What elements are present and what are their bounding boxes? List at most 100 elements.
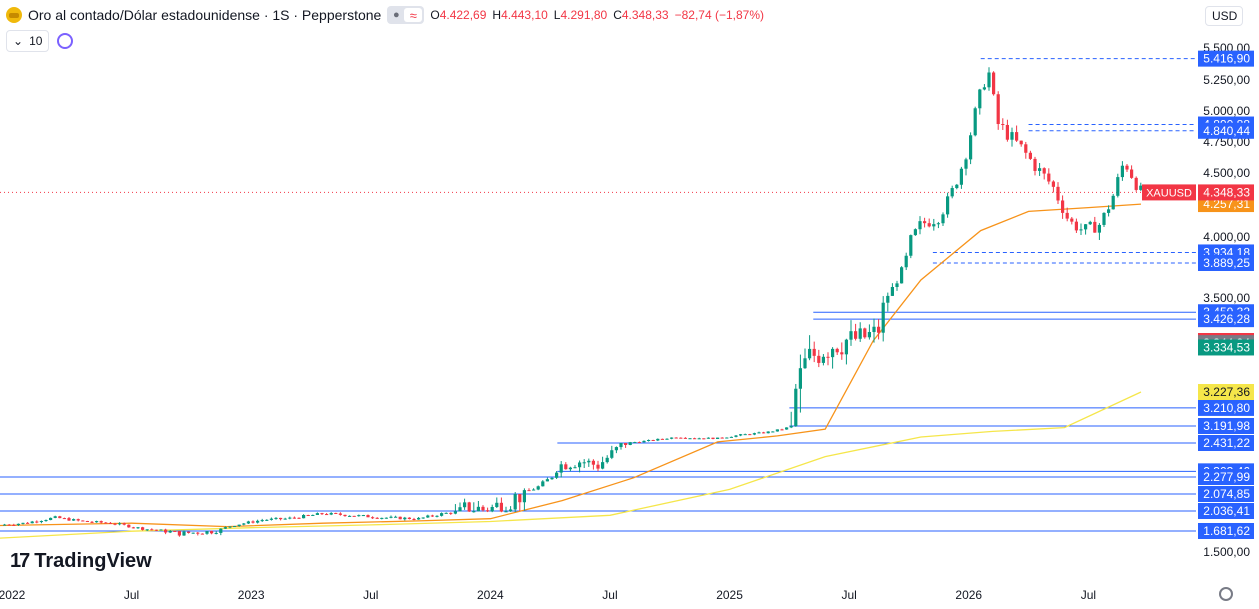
close-label: C [613, 8, 622, 22]
candle-body-9 [44, 520, 48, 522]
settings-icon[interactable] [1219, 587, 1233, 601]
candle-body-86 [398, 516, 402, 520]
candle-body-243 [1120, 165, 1124, 178]
candle-body-118 [545, 479, 549, 482]
level-price-label-9: 2.431,22 [1203, 436, 1250, 450]
candle-body-203 [936, 223, 940, 225]
candle-body-190 [877, 326, 881, 333]
candle-body-40 [187, 531, 191, 533]
candle-body-68 [315, 513, 319, 515]
candle-body-6 [30, 521, 34, 524]
candle-body-48 [223, 527, 227, 529]
candle-body-177 [817, 355, 821, 363]
indicator-row: ⌄ 10 [6, 30, 74, 52]
candle-body-208 [959, 168, 963, 185]
candle-body-19 [90, 521, 94, 523]
change-value: −82,74 (−1,87%) [674, 8, 764, 22]
price-label-3: 3.227,36 [1203, 385, 1250, 399]
level-price-label-11: 2.277,99 [1203, 470, 1250, 484]
level-price-label-14-bg [1198, 523, 1254, 539]
candle-body-71 [329, 512, 333, 515]
price-label-3-bg [1198, 384, 1254, 400]
candle-body-81 [375, 517, 379, 519]
candle-body-116 [536, 486, 540, 490]
candle-body-63 [292, 517, 296, 519]
candle-body-45 [210, 531, 214, 534]
candle-body-28 [131, 527, 135, 529]
currency-selector[interactable]: USD [1205, 6, 1243, 26]
candle-body-52 [242, 523, 246, 525]
gold-symbol-icon[interactable] [6, 7, 22, 23]
eye-icon[interactable]: ● [393, 9, 400, 21]
candle-body-157 [725, 437, 729, 439]
symbol-tag-bg [1142, 184, 1196, 201]
candle-body-44 [205, 531, 209, 534]
candle-body-4 [21, 522, 25, 524]
candle-body-170 [785, 427, 789, 430]
level-price-label-11-bg [1198, 469, 1254, 485]
high-value: 4.443,10 [501, 8, 548, 22]
level-price-label-12-bg [1198, 486, 1254, 502]
candle-body-230 [1061, 200, 1065, 213]
candle-body-114 [527, 490, 531, 492]
candle-body-32 [150, 529, 154, 531]
candle-body-123 [568, 467, 572, 470]
high-label: H [492, 8, 502, 22]
candle-body-133 [614, 447, 618, 451]
symbol-status-chip[interactable]: ● ≈ [387, 6, 425, 24]
indicator-toggle-button[interactable]: ⌄ 10 [6, 30, 50, 52]
candle-body-87 [403, 517, 407, 520]
sync-icon[interactable] [57, 33, 74, 49]
candle-body-79 [366, 515, 370, 518]
candle-body-36 [168, 530, 172, 533]
candle-body-100 [463, 502, 467, 508]
x-tick-label-6: 2025 [716, 588, 743, 602]
candle-body-30 [141, 527, 145, 530]
candle-body-162 [748, 434, 752, 436]
candle-body-90 [417, 517, 421, 520]
approx-icon[interactable]: ≈ [404, 8, 423, 23]
candle-body-137 [633, 442, 637, 444]
candle-body-200 [923, 221, 927, 224]
candle-body-49 [228, 526, 232, 528]
candle-body-149 [688, 438, 692, 440]
candle-body-2 [12, 524, 16, 526]
candle-body-235 [1084, 224, 1088, 230]
tradingview-mark-icon: 17 [10, 550, 30, 572]
candle-body-220 [1015, 132, 1019, 141]
candle-body-213 [982, 87, 986, 90]
candle-body-33 [154, 529, 158, 531]
tradingview-logo[interactable]: 17 TradingView [10, 550, 152, 573]
candle-body-234 [1079, 229, 1083, 231]
y-tick-label-1: 5.250,00 [1203, 73, 1250, 87]
candle-body-20 [95, 521, 99, 523]
candle-body-76 [352, 515, 356, 517]
candle-body-88 [407, 517, 411, 520]
candle-body-138 [637, 442, 641, 444]
candle-body-15 [72, 519, 76, 521]
candle-body-38 [177, 531, 181, 536]
level-price-label-13: 2.036,41 [1203, 504, 1250, 518]
candle-body-60 [279, 517, 283, 520]
candle-body-37 [173, 530, 177, 532]
candle-body-223 [1028, 152, 1032, 159]
candle-body-112 [518, 494, 522, 503]
candle-body-196 [904, 255, 908, 268]
candle-body-159 [734, 435, 738, 437]
level-price-label-14: 1.681,62 [1203, 524, 1250, 538]
candle-body-11 [53, 516, 57, 518]
candle-body-67 [311, 514, 315, 516]
level-price-label-0-bg [1198, 50, 1254, 67]
symbol-title[interactable]: Oro al contado/Dólar estadounidense · 1S… [28, 7, 382, 23]
candle-body-136 [628, 442, 632, 445]
candle-body-142 [656, 438, 660, 441]
y-tick-label-6: 3.500,00 [1203, 291, 1250, 305]
candle-body-199 [918, 221, 922, 230]
candle-body-148 [683, 437, 687, 439]
candle-body-16 [76, 519, 80, 521]
candle-body-66 [306, 515, 310, 517]
candle-body-119 [550, 477, 554, 480]
candle-body-207 [955, 184, 959, 189]
candle-body-154 [711, 437, 715, 440]
